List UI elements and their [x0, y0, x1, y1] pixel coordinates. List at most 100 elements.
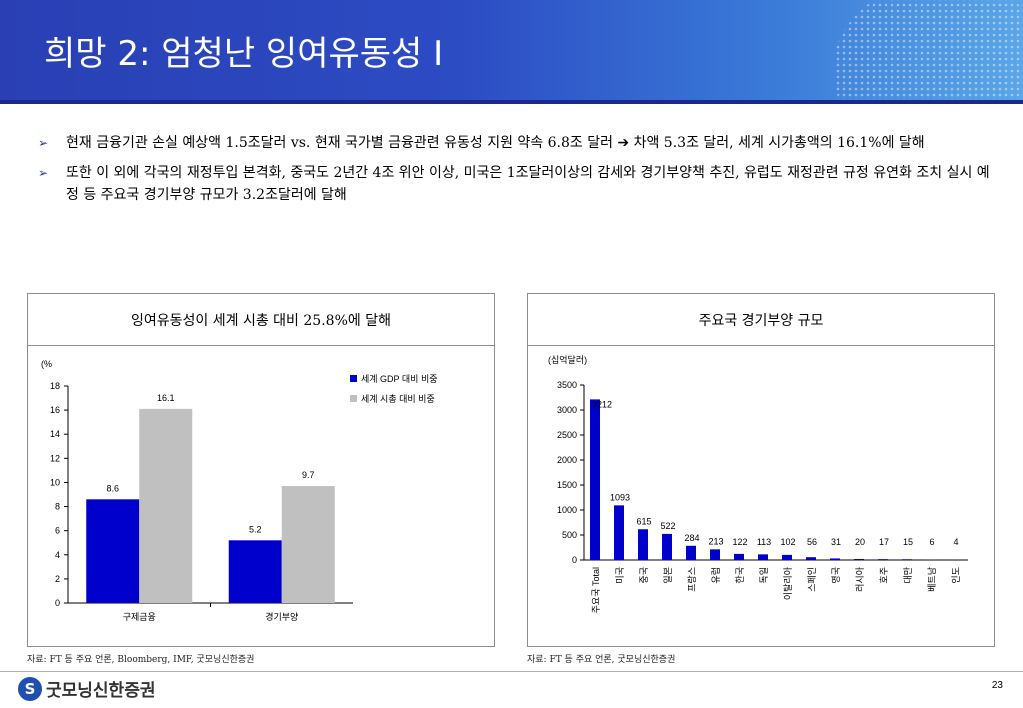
data-label: 15: [903, 537, 913, 547]
bullet-list: ➢ 현재 금융기관 손실 예상액 1.5조달러 vs. 현재 국가별 금융관련 …: [38, 132, 998, 214]
chart-panel-left: 잉여유동성이 세계 시총 대비 25.8%에 달해 (% 0 2 4 6 8 10 12 14 1…: [27, 293, 495, 647]
globe-icon: [833, 0, 1023, 104]
x-tick-label: 호주: [879, 567, 889, 584]
x-tick-label: 이탈리아: [783, 566, 793, 600]
x-tick-label: 러시아: [855, 566, 865, 592]
y-tick-label: 8: [55, 502, 60, 512]
y-tick-label: 6: [55, 526, 60, 536]
y-tick-label: 3500: [557, 380, 577, 390]
legend-swatch: [350, 375, 357, 382]
bar: [902, 559, 912, 560]
bar: [228, 540, 282, 603]
chart-title: 잉여유동성이 세계 시총 대비 25.8%에 달해: [28, 294, 494, 346]
bar: [806, 557, 816, 560]
bar: [281, 486, 335, 603]
data-label: 284: [684, 533, 699, 543]
data-label: 17: [879, 537, 889, 547]
x-tick-label: 베트남: [927, 567, 937, 592]
x-tick-label: 독일: [759, 567, 769, 584]
y-tick-label: 2500: [557, 430, 577, 440]
data-label: 31: [831, 537, 841, 547]
x-tick-label: 경기부양: [265, 611, 298, 622]
x-tick-label: 주요국 Total: [591, 567, 601, 613]
y-tick-label: 18: [50, 381, 60, 391]
x-tick-label: 유럽: [711, 567, 721, 584]
page-title: 희망 2: 엄청난 잉여유동성 I: [44, 34, 444, 74]
bar: [638, 529, 648, 560]
bar: [590, 399, 600, 560]
x-tick-label: 프랑스: [686, 567, 697, 592]
bar-chart-liquidity: (% 0 2 4 6 8 10 12 14 16 18 구제금융 8.6 16.1 경기부양 5.2 9.7 세계…: [41, 359, 438, 622]
y-unit-label: (%: [41, 359, 52, 369]
bar: [734, 553, 744, 560]
y-tick-label: 12: [50, 453, 60, 463]
y-tick-label: 2: [55, 574, 60, 584]
y-tick-label: 500: [562, 530, 577, 540]
y-tick-label: 1500: [557, 480, 577, 490]
bullet-text: 현재 금융기관 손실 예상액 1.5조달러 vs. 현재 국가별 금융관련 유동…: [66, 135, 925, 151]
bullet-item: ➢ 또한 이 외에 각국의 재정투입 본격화, 중국도 2년간 4조 위안 이상…: [38, 162, 998, 206]
data-label: 20: [855, 537, 865, 547]
data-label: 213: [708, 536, 723, 546]
y-tick-label: 1000: [557, 505, 577, 515]
bar: [878, 559, 888, 560]
y-tick-label: 14: [50, 429, 60, 439]
y-tick-label: 0: [55, 598, 60, 608]
x-tick-label: 구제금융: [123, 612, 156, 622]
bar: [86, 499, 140, 603]
y-tick-label: 0: [572, 555, 577, 565]
bar: [139, 408, 193, 603]
bullet-text: 또한 이 외에 각국의 재정투입 본격화, 중국도 2년간 4조 위안 이상, …: [66, 165, 990, 203]
y-unit-label: (십억달러): [548, 354, 587, 365]
arrow-bullet-icon: ➢: [38, 166, 49, 180]
data-label: 615: [636, 516, 651, 526]
y-tick-label: 2000: [557, 455, 577, 465]
header-stripe: [0, 100, 1023, 104]
source-note: 자료: FT 등 주요 언론, 굿모닝신한증권: [527, 655, 676, 665]
legend-swatch: [350, 395, 357, 402]
data-label: 56: [807, 537, 817, 547]
logo-text: 굿모닝신한증권: [46, 681, 156, 701]
y-tick-label: 16: [50, 405, 60, 415]
bar: [662, 533, 672, 560]
data-label: 9.7: [302, 470, 315, 480]
bullet-item: ➢ 현재 금융기관 손실 예상액 1.5조달러 vs. 현재 국가별 금융관련 …: [38, 132, 998, 154]
x-tick-label: 중국: [639, 567, 649, 584]
data-label: 122: [732, 537, 747, 547]
data-label: 4: [953, 537, 958, 547]
data-label: 3212: [592, 399, 612, 409]
data-label: 16.1: [157, 393, 175, 403]
x-tick-label: 한국: [735, 567, 745, 584]
legend-label: 세계 GDP 대비 비중: [361, 373, 438, 384]
source-note: 자료: FT 등 주요 언론, Bloomberg, IMF, 굿모닝신한증권: [27, 655, 255, 665]
y-tick-label: 4: [55, 550, 60, 560]
arrow-bullet-icon: ➢: [38, 136, 49, 150]
page-number: 23: [991, 680, 1003, 691]
bar: [830, 558, 840, 560]
bar-chart-stimulus: (십억달러) 0 500 1000 1500 2000 2500 3000 3500 3212 주요…: [548, 354, 968, 613]
data-label: 8.6: [106, 483, 119, 493]
x-tick-label: 영국: [831, 567, 841, 584]
data-label: 102: [780, 537, 795, 547]
x-tick-label: 스페인: [807, 567, 817, 592]
bar: [710, 549, 720, 560]
bar: [614, 505, 624, 560]
bar: [758, 554, 768, 560]
chart-panel-right: 주요국 경기부양 규모 (십억달러) 0 500 1000 1500 2000 2500 30…: [527, 293, 995, 647]
company-logo: S 굿모닝신한증권: [18, 676, 155, 701]
y-tick-label: 10: [50, 477, 60, 487]
legend-label: 세계 시총 대비 비중: [361, 393, 435, 404]
bar: [854, 559, 864, 560]
data-label: 113: [757, 537, 771, 547]
x-tick-label: 미국: [615, 567, 625, 584]
data-label: 522: [660, 521, 675, 531]
x-tick-label: 일본: [663, 567, 673, 584]
chart-title: 주요국 경기부양 규모: [528, 294, 994, 346]
bar: [782, 554, 792, 560]
bar: [686, 545, 696, 560]
data-label: 5.2: [249, 524, 262, 534]
x-tick-label: 대만: [903, 567, 913, 584]
data-label: 6: [929, 537, 934, 547]
data-label: 1093: [610, 492, 630, 502]
footer-divider: [0, 671, 1023, 672]
